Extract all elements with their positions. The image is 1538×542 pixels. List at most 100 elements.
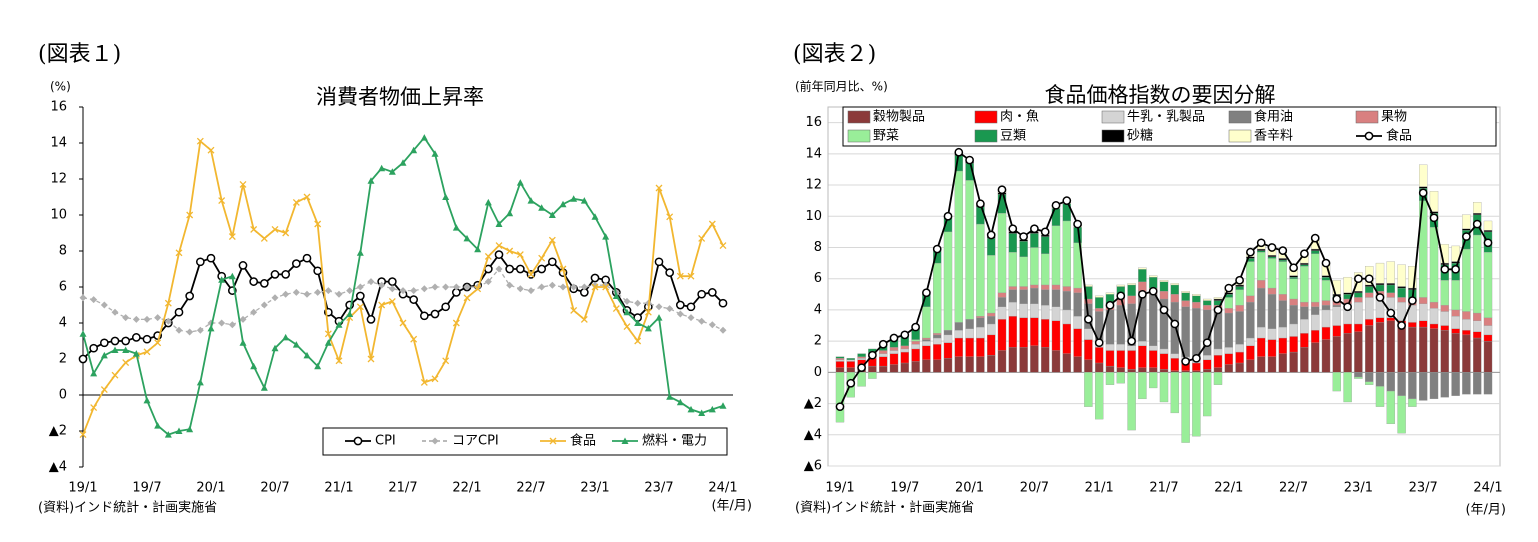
bar-segment [1267, 294, 1277, 329]
marker [291, 259, 301, 268]
bar-segment [1473, 331, 1482, 339]
marker [228, 233, 236, 241]
marker [207, 146, 215, 154]
marker [986, 230, 996, 240]
bar-segment [1138, 367, 1147, 373]
marker [378, 281, 386, 289]
bar-segment [997, 297, 1007, 307]
bar-segment [835, 372, 845, 423]
bar-segment [846, 361, 856, 368]
marker [527, 287, 535, 295]
bar-segment [943, 231, 953, 331]
marker [143, 348, 151, 356]
bar-segment [879, 356, 888, 367]
bar-segment [1213, 308, 1223, 350]
bar-segment [1321, 280, 1331, 301]
bar-segment [1073, 356, 1082, 373]
bar-segment [1084, 284, 1093, 287]
bar-segment [1116, 350, 1126, 368]
marker [174, 307, 184, 317]
marker [452, 319, 460, 327]
marker [399, 287, 407, 295]
marker [1332, 294, 1342, 304]
x-tick-label: 19/1 [825, 481, 854, 496]
marker [1397, 321, 1406, 330]
bar-segment [846, 359, 856, 362]
bar-segment [1397, 395, 1406, 434]
marker [324, 287, 332, 295]
marker [1019, 232, 1028, 241]
bar-segment [1429, 308, 1439, 325]
marker [282, 229, 290, 237]
bar-segment [954, 330, 964, 339]
bar-segment [1408, 266, 1417, 289]
marker [548, 236, 556, 244]
bar-segment [1008, 347, 1018, 373]
bar-segment [1095, 295, 1104, 298]
marker [100, 301, 108, 309]
bar-segment [1084, 372, 1093, 407]
marker [612, 292, 620, 299]
legend-swatch [974, 129, 998, 143]
bar-segment [1300, 347, 1309, 373]
bar-segment [1116, 284, 1126, 287]
marker [495, 242, 503, 250]
marker [612, 305, 620, 313]
bar-segment [846, 358, 856, 361]
bar-segment [933, 334, 942, 339]
marker [1408, 296, 1417, 305]
legend-swatch [1355, 110, 1379, 124]
marker [420, 378, 428, 386]
bar-segment [1408, 398, 1417, 407]
marker [1256, 238, 1266, 248]
y-tick-label: 10 [805, 209, 822, 224]
bar-segment [1473, 202, 1482, 214]
bar-segment [1354, 291, 1363, 293]
marker [388, 297, 396, 305]
marker [463, 234, 471, 242]
bar-segment [922, 359, 931, 373]
bar-segment [976, 326, 985, 339]
x-tick-label: 22/1 [1214, 481, 1243, 496]
marker [387, 277, 397, 286]
bar-segment [1311, 342, 1320, 373]
bar-segment [1267, 356, 1277, 373]
bar-segment [1041, 253, 1050, 286]
y-tick-label: 4 [59, 316, 67, 331]
bar-segment [1397, 264, 1406, 287]
bar-segment [1397, 372, 1406, 396]
bar-segment [1451, 333, 1460, 373]
bar-segment [1246, 295, 1255, 303]
bar-segment [1213, 367, 1223, 373]
bar-segment [1311, 314, 1320, 331]
marker [548, 281, 556, 289]
bar-segment [1051, 306, 1061, 321]
marker [719, 242, 727, 250]
figure-label: (図表２) [793, 42, 876, 67]
x-tick-label: 19/1 [68, 481, 97, 496]
bar-segment [1321, 339, 1331, 373]
x-tick-label: 19/7 [890, 481, 919, 496]
marker [303, 351, 311, 359]
bar-segment [1041, 347, 1050, 373]
marker [228, 272, 236, 280]
marker [718, 298, 728, 308]
bar-segment [1419, 297, 1428, 304]
marker [355, 291, 365, 301]
bar-segment [1235, 311, 1244, 345]
marker [302, 253, 312, 263]
bar-segment [1008, 286, 1018, 290]
marker [559, 265, 567, 273]
bar-segment [1375, 284, 1385, 292]
bar-segment [1386, 372, 1396, 392]
bar-segment [1062, 220, 1072, 287]
bar-segment [976, 356, 985, 373]
bar-segment [987, 355, 996, 373]
bar-segment [1267, 287, 1277, 295]
bar-segment [1278, 326, 1288, 339]
marker [218, 197, 226, 205]
bar-segment [1235, 289, 1244, 306]
bar-segment [1386, 283, 1396, 286]
bar-segment [1105, 350, 1115, 367]
bar-segment [1019, 286, 1028, 290]
